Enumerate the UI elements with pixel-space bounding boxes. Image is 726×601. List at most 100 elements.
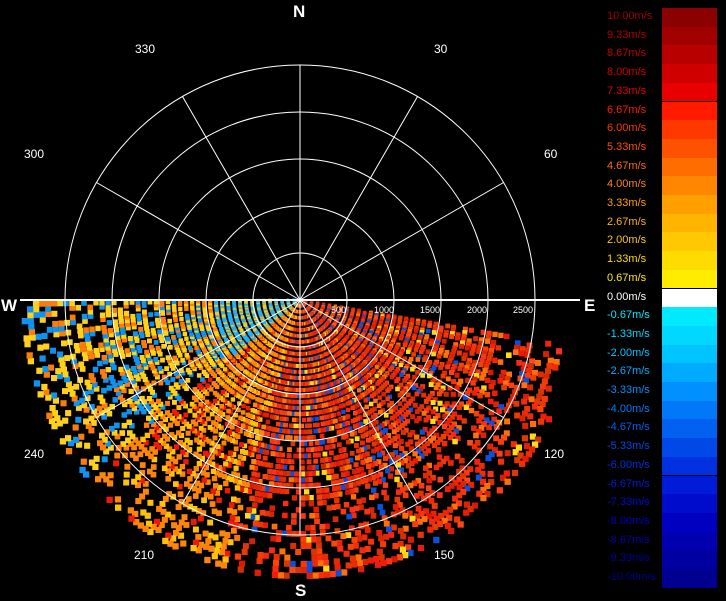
velocity-cell — [388, 424, 394, 430]
velocity-cell — [488, 347, 495, 354]
velocity-cell — [212, 327, 217, 332]
velocity-cell — [374, 433, 380, 439]
velocity-cell — [51, 300, 57, 307]
velocity-cell — [251, 471, 257, 477]
velocity-cell — [437, 461, 443, 468]
velocity-cell — [409, 322, 414, 327]
velocity-cell — [63, 300, 69, 307]
velocity-cell — [291, 417, 297, 422]
velocity-cell — [464, 485, 471, 492]
velocity-cell — [186, 320, 191, 326]
velocity-cell — [368, 507, 375, 513]
velocity-cell — [224, 337, 229, 342]
velocity-cell — [475, 369, 481, 375]
velocity-cell — [27, 306, 34, 313]
velocity-cell — [172, 307, 177, 312]
legend-row: -6.00m/s — [604, 456, 724, 476]
velocity-cell — [175, 504, 182, 510]
velocity-cell — [437, 419, 443, 426]
velocity-cell — [345, 489, 351, 495]
velocity-cell — [304, 387, 309, 392]
velocity-cell — [255, 416, 260, 421]
velocity-cell — [170, 388, 176, 394]
velocity-cell — [252, 409, 258, 414]
velocity-cell — [107, 444, 114, 451]
velocity-cell — [408, 326, 413, 332]
velocity-cell — [248, 413, 253, 419]
velocity-cell — [411, 364, 417, 370]
legend-swatch — [662, 494, 717, 513]
velocity-cell — [127, 398, 133, 405]
velocity-cell — [220, 466, 226, 472]
velocity-cell — [349, 475, 356, 481]
velocity-cell — [135, 498, 142, 505]
velocity-cell — [392, 543, 399, 550]
velocity-cell — [183, 444, 190, 450]
velocity-cell — [389, 459, 395, 465]
velocity-cell — [360, 407, 365, 412]
velocity-cell — [139, 333, 145, 339]
velocity-cell — [129, 423, 135, 429]
velocity-cell — [195, 487, 202, 494]
velocity-cell — [453, 342, 459, 348]
velocity-cell — [232, 458, 238, 464]
legend-row: -7.33m/s — [604, 494, 724, 513]
velocity-cell — [335, 503, 341, 510]
velocity-cell — [203, 436, 209, 442]
velocity-cell — [227, 520, 234, 527]
velocity-cell — [190, 471, 196, 477]
velocity-cell — [235, 363, 240, 368]
velocity-cell — [37, 391, 44, 398]
velocity-cell — [365, 444, 371, 450]
velocity-cell — [219, 326, 224, 331]
velocity-cell — [382, 421, 388, 427]
velocity-cell — [85, 340, 92, 347]
velocity-cell — [448, 475, 455, 482]
velocity-cell — [320, 409, 326, 414]
velocity-cell — [468, 397, 474, 403]
velocity-cell — [352, 430, 358, 436]
azimuth-spoke — [299, 182, 504, 301]
velocity-cell — [105, 304, 111, 310]
legend-label: 7.33m/s — [607, 84, 647, 97]
velocity-cell — [373, 398, 378, 404]
velocity-cell — [104, 440, 111, 447]
velocity-cell — [388, 409, 394, 414]
velocity-cell — [497, 359, 504, 365]
velocity-cell — [498, 438, 504, 445]
velocity-cell — [273, 553, 280, 560]
legend-label: -4.00m/s — [607, 402, 650, 415]
legend-label: -1.33m/s — [607, 327, 650, 340]
velocity-cell — [349, 488, 355, 494]
velocity-cell — [148, 312, 154, 317]
velocity-cell — [420, 436, 427, 442]
velocity-cell — [338, 460, 344, 466]
velocity-cell — [210, 426, 216, 432]
velocity-cell — [332, 437, 338, 443]
velocity-cell — [111, 429, 118, 436]
velocity-cell — [373, 413, 378, 418]
velocity-cell — [131, 350, 137, 356]
velocity-cell — [388, 531, 395, 538]
velocity-cell — [421, 410, 427, 416]
velocity-cell — [237, 504, 244, 511]
velocity-cell — [232, 522, 239, 528]
velocity-cell — [289, 560, 296, 567]
velocity-cell — [83, 327, 89, 333]
velocity-cell — [127, 507, 134, 514]
velocity-cell — [246, 488, 253, 495]
velocity-cell — [261, 461, 267, 467]
velocity-cell — [160, 308, 165, 313]
velocity-cell — [221, 313, 226, 318]
velocity-cell — [99, 300, 105, 306]
velocity-cell — [480, 432, 487, 439]
velocity-cell — [454, 516, 461, 523]
legend-swatch — [662, 512, 717, 532]
velocity-cell — [152, 449, 158, 455]
velocity-cell — [243, 450, 249, 455]
velocity-cell — [361, 472, 367, 478]
velocity-cell — [215, 451, 221, 457]
velocity-cell — [109, 425, 115, 432]
velocity-cell — [245, 419, 251, 424]
velocity-cell — [184, 353, 189, 358]
